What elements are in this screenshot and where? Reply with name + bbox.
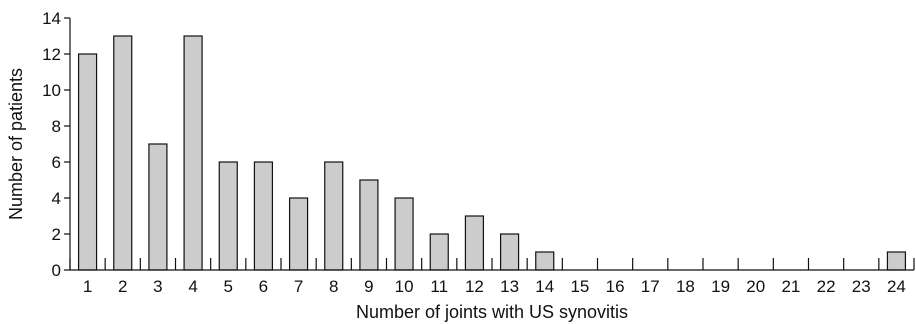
y-tick-label-8: 8: [52, 117, 61, 136]
bar-6: [253, 161, 274, 271]
y-tick-label-14: 14: [42, 9, 61, 28]
x-tick-label-14: 14: [535, 277, 554, 296]
y-tick-label-2: 2: [52, 225, 61, 244]
bar-24: [886, 251, 907, 271]
x-tick-label-12: 12: [465, 277, 484, 296]
x-tick-label-22: 22: [817, 277, 836, 296]
x-ticks-group: 1 2 3 4 5 6 7 8 9 10 11 12 13 14 15 16 17 18 19 20 21 22 23 24: [69, 258, 915, 296]
y-tick-label-12: 12: [42, 45, 61, 64]
x-tick-label-5: 5: [224, 277, 233, 296]
y-tick-label-0: 0: [52, 261, 61, 280]
x-tick-label-1: 1: [83, 277, 92, 296]
x-tick-label-19: 19: [711, 277, 730, 296]
x-tick-label-18: 18: [676, 277, 695, 296]
x-tick-label-15: 15: [570, 277, 589, 296]
bar-2: [113, 35, 133, 271]
x-tick-label-8: 8: [329, 277, 338, 296]
bar-12: [464, 215, 485, 271]
bar-14: [535, 251, 555, 271]
x-tick-label-20: 20: [746, 277, 765, 296]
bar-10: [394, 197, 414, 271]
x-tick-label-6: 6: [259, 277, 268, 296]
x-tick-label-16: 16: [606, 277, 625, 296]
x-tick-label-11: 11: [430, 277, 448, 296]
x-tick-label-3: 3: [153, 277, 162, 296]
bars-group: [77, 35, 907, 271]
x-tick-label-17: 17: [641, 277, 660, 296]
bar-13: [499, 233, 520, 271]
bar-4: [183, 35, 203, 271]
x-tick-label-24: 24: [887, 277, 906, 296]
bar-1: [77, 53, 98, 271]
x-tick-label-13: 13: [500, 277, 519, 296]
bar-5: [218, 161, 238, 271]
x-tick-label-9: 9: [364, 277, 373, 296]
bar-9: [359, 179, 379, 271]
y-tick-label-10: 10: [42, 81, 61, 100]
y-ticks-group: 0 2 4 6 8 10 12 14: [42, 9, 70, 280]
bar-11: [429, 233, 449, 271]
x-tick-label-23: 23: [852, 277, 871, 296]
bar-7: [288, 197, 309, 271]
x-axis-title: Number of joints with US synovitis: [356, 302, 628, 322]
x-tick-label-7: 7: [294, 277, 303, 296]
y-tick-label-4: 4: [52, 189, 61, 208]
x-tick-label-10: 10: [395, 277, 414, 296]
bar-3: [148, 143, 168, 271]
bar-8: [324, 161, 344, 271]
x-tick-label-4: 4: [188, 277, 197, 296]
x-tick-label-2: 2: [118, 277, 127, 296]
y-tick-label-6: 6: [52, 153, 61, 172]
x-tick-label-21: 21: [781, 277, 800, 296]
y-axis-title: Number of patients: [6, 68, 26, 220]
